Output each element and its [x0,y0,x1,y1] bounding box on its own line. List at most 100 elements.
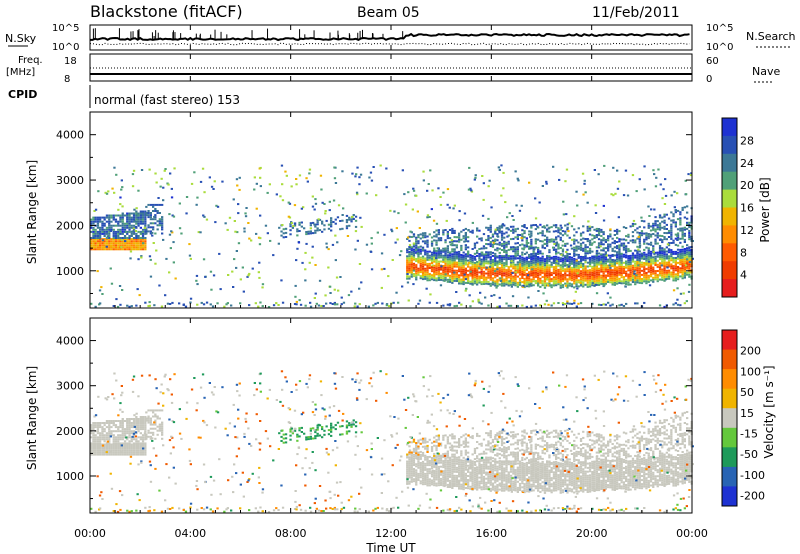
power-cell [579,258,583,260]
power-cell [482,247,486,250]
power-cell [564,270,567,273]
velocity-cell [482,438,486,441]
velocity-cell [476,474,479,477]
power-cell [460,258,463,261]
power-cell [586,238,589,240]
power-cell [603,164,606,167]
power-cell [99,228,102,231]
velocity-cell [458,461,461,464]
power-cell [539,271,542,274]
power-cell [573,242,576,245]
power-cell [508,212,511,215]
power-cell [652,280,655,283]
power-cell [448,278,452,281]
velocity-cell [485,477,488,480]
power-cell [652,256,655,259]
power-cell [507,276,510,279]
power-cell [564,242,567,245]
power-cell [661,260,664,263]
power-cell [573,240,576,243]
power-cell [121,212,124,215]
power-cell [663,275,666,278]
power-cell [534,246,537,249]
power-cell [537,276,540,279]
power-cell [462,260,465,263]
power-cell [272,254,275,257]
power-cell [638,281,641,284]
power-cell [688,275,691,278]
power-cell [666,266,669,269]
velocity-cell [455,479,458,481]
power-cell [539,257,542,260]
power-cell [317,304,321,307]
power-cell [280,230,283,233]
power-cell [643,188,646,191]
power-cell [144,218,147,221]
velocity-cell [476,480,479,483]
power-cell [284,170,287,173]
power-cell [467,265,470,268]
power-cell [604,274,607,277]
power-cell [496,260,499,263]
power-cell [426,263,429,265]
power-cell [210,288,213,291]
search-tick-low: 10^0 [706,42,733,53]
power-cell [295,259,298,262]
nave-label: Nave [752,65,780,78]
power-cell [570,258,574,261]
power-cell [593,274,596,277]
velocity-cell [460,459,463,462]
power-cell [173,167,176,170]
power-cell [134,230,138,232]
power-cell [153,304,156,307]
power-cell [446,262,449,265]
power-cell [109,230,112,232]
power-cell [523,271,526,274]
power-cell [503,280,506,283]
velocity-cell [480,470,483,472]
power-cell [534,265,537,268]
power-cell [674,263,677,266]
power-cell [607,245,610,248]
power-cell [156,224,159,227]
power-cell [458,234,461,237]
power-cell [530,280,533,283]
velocity-cell [437,444,440,447]
power-cell [453,279,456,282]
power-cell [451,227,454,230]
power-cell [557,227,560,230]
power-cell [645,232,648,235]
power-cell [563,264,567,267]
power-cell [525,277,528,279]
power-cell [267,306,271,308]
power-cell [409,230,412,233]
power-cell [536,225,539,228]
velocity-cell [419,476,422,479]
power-cell [464,267,467,270]
power-cell [548,280,551,283]
power-cell [525,251,528,254]
power-cell [534,217,538,220]
power-cell [645,274,648,276]
power-cell [350,220,353,223]
power-cell [530,226,533,229]
power-cell [640,282,644,285]
power-cell [479,291,482,294]
velocity-cell [505,480,508,483]
sky-label: N.Sky [5,32,37,45]
velocity-cell [525,486,528,489]
power-cell [555,242,559,245]
velocity-cell [415,473,418,476]
velocity-cell [521,463,524,466]
power-cell [561,250,565,253]
power-cell [555,280,558,283]
power-cell [620,272,623,275]
power-cell [597,255,601,258]
velocity-cell [473,479,477,482]
velocity-cell [426,449,429,451]
velocity-cell [491,457,495,460]
power-cell [607,301,610,304]
velocity-cell [498,432,501,435]
power-cell [451,269,454,272]
velocity-cell [433,452,436,455]
